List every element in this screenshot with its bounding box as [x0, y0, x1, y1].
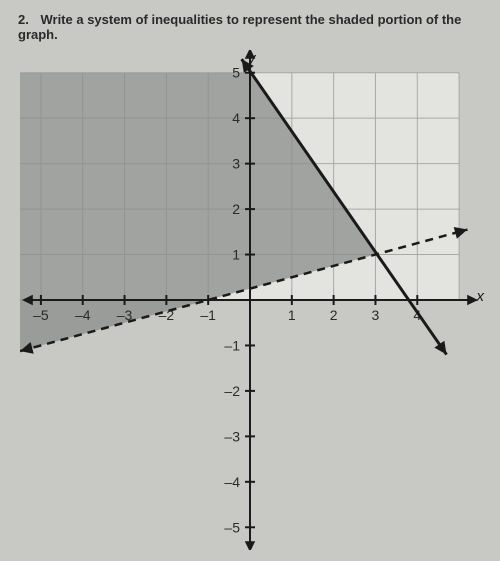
- svg-text:–5: –5: [33, 307, 49, 323]
- question-number: 2.: [18, 12, 29, 27]
- svg-text:1: 1: [232, 247, 240, 263]
- svg-text:2: 2: [330, 307, 338, 323]
- svg-text:5: 5: [232, 65, 240, 81]
- svg-text:1: 1: [288, 307, 296, 323]
- svg-text:–1: –1: [200, 307, 216, 323]
- coordinate-plane: –5–4–3–2–11234–5–4–3–2–112345: [20, 50, 480, 550]
- svg-text:–5: –5: [224, 519, 240, 535]
- question-body: Write a system of inequalities to repres…: [18, 12, 461, 42]
- x-axis-label: x: [477, 288, 485, 305]
- svg-text:3: 3: [372, 307, 380, 323]
- svg-text:–1: –1: [224, 337, 240, 353]
- svg-text:4: 4: [232, 110, 240, 126]
- svg-text:2: 2: [232, 201, 240, 217]
- graph-container: y x –5–4–3–2–11234–5–4–3–2–112345: [20, 50, 480, 550]
- question-prompt: 2. Write a system of inequalities to rep…: [18, 12, 500, 42]
- svg-text:–2: –2: [224, 383, 240, 399]
- svg-text:–4: –4: [75, 307, 91, 323]
- svg-text:–3: –3: [224, 428, 240, 444]
- y-axis-label: y: [248, 50, 256, 67]
- svg-text:3: 3: [232, 156, 240, 172]
- svg-text:–4: –4: [224, 474, 240, 490]
